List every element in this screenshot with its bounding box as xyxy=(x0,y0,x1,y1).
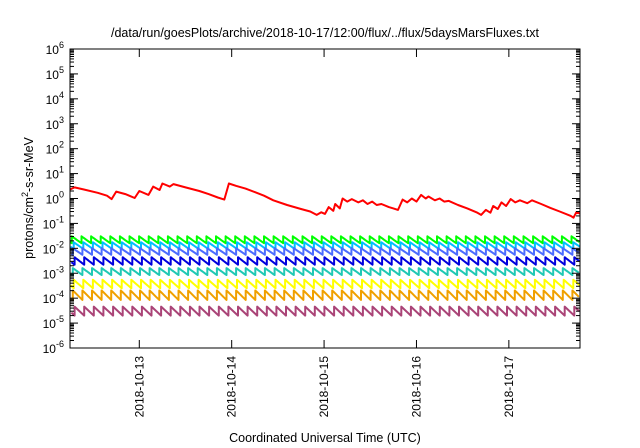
x-axis-ticks: 2018-10-13 2018-10-14 2018-10-15 2018-10-16… xyxy=(132,49,516,417)
y-axis-ticks: 10-6 10-5 10-4 10-3 10-2 10-1 100 101 102 103 104 1… xyxy=(43,40,580,356)
y-tick-label: 10-1 xyxy=(43,214,64,231)
series-line-6 xyxy=(69,278,581,290)
series-line-4 xyxy=(70,256,580,266)
x-tick-label: 2018-10-15 xyxy=(317,356,331,418)
y-tick-label: 102 xyxy=(46,140,64,157)
y-tick-label: 100 xyxy=(46,190,64,207)
y-axis-label-superscript: 2 xyxy=(20,192,30,197)
y-tick-label: 10-4 xyxy=(43,289,64,306)
plot-frame xyxy=(69,48,581,349)
x-tick-label: 2018-10-13 xyxy=(132,356,146,418)
series-line-3 xyxy=(70,247,580,256)
x-tick-label: 2018-10-14 xyxy=(225,356,239,418)
y-tick-label: 104 xyxy=(46,90,64,107)
y-tick-label: 101 xyxy=(46,165,64,182)
y-axis-label-base: protons/cm xyxy=(22,197,36,259)
series-layer xyxy=(69,182,581,317)
y-tick-label: 10-5 xyxy=(43,314,64,331)
series-line-7 xyxy=(70,289,580,301)
y-axis-label: protons/cm2-s-sr-MeV xyxy=(20,136,36,258)
series-line-1 xyxy=(69,235,581,245)
y-tick-label: 10-2 xyxy=(43,239,64,256)
series-line-8 xyxy=(70,305,580,317)
x-tick-label: 2018-10-16 xyxy=(409,356,423,418)
series-line-0 xyxy=(69,182,581,219)
y-tick-label: 10-6 xyxy=(43,339,64,356)
series-line-5 xyxy=(70,267,580,276)
y-tick-label: 103 xyxy=(46,115,64,132)
y-tick-label: 106 xyxy=(46,40,64,57)
y-tick-label: 105 xyxy=(46,65,64,82)
x-axis-label: Coordinated Universal Time (UTC) xyxy=(229,431,421,445)
y-tick-label: 10-3 xyxy=(43,264,64,281)
x-tick-label: 2018-10-17 xyxy=(502,356,516,418)
chart-title: /data/run/goesPlots/archive/2018-10-17/1… xyxy=(111,26,540,40)
y-axis-label-units: -s-sr-MeV xyxy=(22,136,36,192)
